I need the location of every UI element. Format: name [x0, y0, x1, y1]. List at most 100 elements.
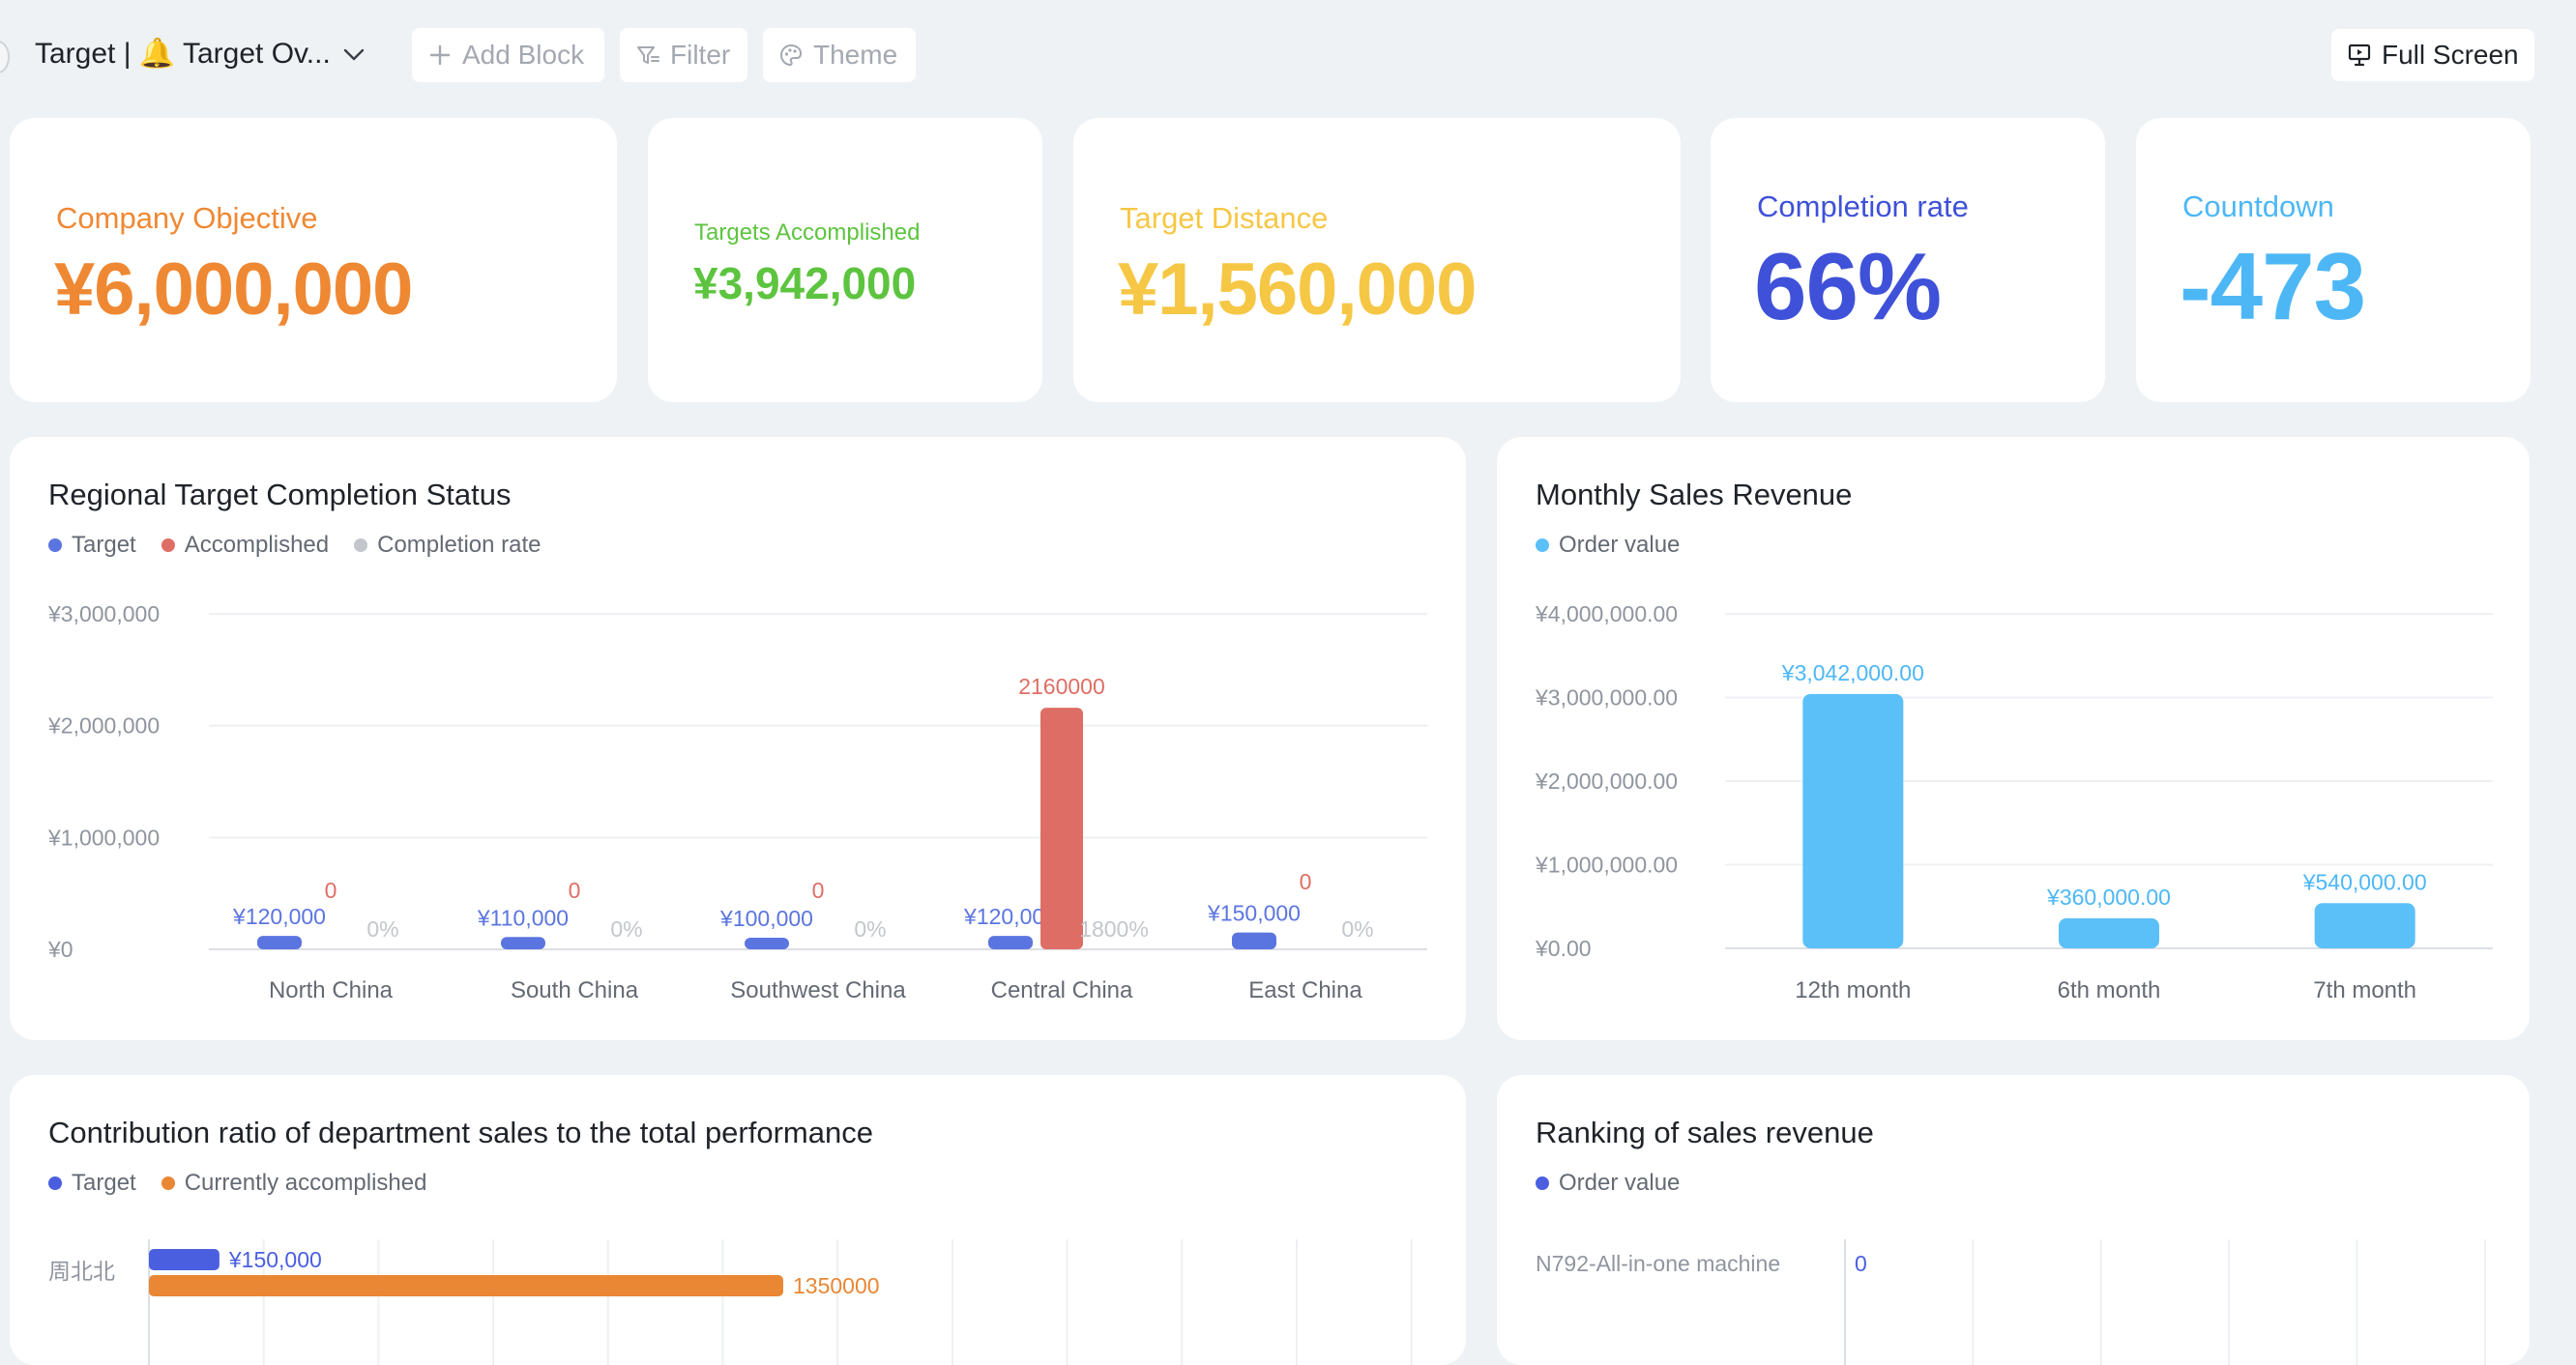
legend-item-accomplished[interactable]: Accomplished [161, 532, 329, 559]
bar-label-order-value: ¥540,000.00 [2302, 869, 2427, 894]
bar-target [988, 936, 1033, 949]
panel-title: Contribution ratio of department sales t… [48, 1116, 873, 1149]
y-tick-label: ¥0.00 [1535, 936, 1592, 961]
monthly-sales-panel[interactable]: Monthly Sales Revenue Order value ¥0.00 ¥… [1497, 437, 2530, 1040]
legend-item-order-value[interactable]: Order value [1536, 1170, 1680, 1197]
legend-dot [161, 1176, 175, 1190]
kpi-label: Countdown [2182, 189, 2334, 223]
x-tick-label: 7th month [2313, 977, 2416, 1003]
filter-icon [637, 46, 659, 64]
bar-target [501, 937, 545, 949]
legend-dot [354, 538, 368, 552]
filter-button[interactable]: Filter [620, 28, 747, 82]
palette-icon [779, 44, 803, 67]
kpi-label: Targets Accomplished [694, 219, 921, 246]
theme-button[interactable]: Theme [763, 28, 916, 82]
kpi-card-completion-rate[interactable]: Completion rate 66% [1711, 118, 2105, 402]
dashboard-title[interactable]: Target | 🔔 Target Ov... [35, 38, 331, 70]
legend-label: Currently accomplished [184, 1170, 427, 1196]
kpi-value: -473 [2180, 233, 2366, 339]
kpi-label: Target Distance [1120, 201, 1329, 235]
bar-label-accomplished: 0 [812, 878, 825, 903]
x-tick-label: East China [1248, 977, 1362, 1003]
legend-dot [48, 538, 62, 552]
legend-dot [48, 1176, 62, 1190]
legend-label: Accomplished [184, 532, 330, 558]
chart-legend: Target Accomplished Completion rate [48, 532, 542, 559]
kpi-card-countdown[interactable]: Countdown -473 [2136, 118, 2531, 402]
chevron-down-icon[interactable] [340, 41, 367, 68]
bar-label-completion-rate: 0% [854, 916, 886, 942]
presentation-icon [2348, 44, 2371, 67]
y-tick-label: ¥0 [47, 937, 73, 962]
y-tick-label: ¥2,000,000.00 [1535, 769, 1678, 794]
kpi-label: Company Objective [56, 201, 318, 235]
filter-label: Filter [670, 40, 731, 70]
x-tick-label: 12th month [1795, 977, 1911, 1003]
bar-label-target: ¥150,000 [1207, 901, 1301, 926]
kpi-label: Completion rate [1757, 189, 1969, 223]
add-block-button[interactable]: Add Block [412, 28, 604, 82]
regional-chart: ¥0 ¥1,000,000 ¥2,000,000 ¥3,000,000 North Ch… [47, 601, 1427, 1003]
avatar[interactable] [0, 41, 10, 73]
full-screen-button[interactable]: Full Screen [2331, 29, 2534, 81]
monthly-chart: ¥0.00 ¥1,000,000.00 ¥2,000,000.00 ¥3,000,00… [1535, 601, 2493, 1003]
kpi-card-company-objective[interactable]: Company Objective ¥6,000,000 [10, 118, 617, 402]
contribution-chart: 周北北 ¥150,000 1350000 [48, 1239, 1413, 1365]
bar-label-order-value: ¥3,042,000.00 [1781, 660, 1924, 685]
bar-label-completion-rate: 0% [610, 916, 642, 942]
x-tick-label: 6th month [2058, 977, 2161, 1003]
panel-title: Regional Target Completion Status [48, 478, 512, 511]
contribution-panel[interactable]: Contribution ratio of department sales t… [10, 1075, 1466, 1365]
legend-label: Target [72, 1170, 136, 1196]
bar-order-value [2059, 917, 2159, 948]
y-tick-label: ¥2,000,000 [47, 713, 160, 739]
legend-item-order-value[interactable]: Order value [1536, 532, 1680, 559]
plus-icon [429, 44, 451, 66]
legend-dot [161, 538, 175, 552]
legend-item-completion-rate[interactable]: Completion rate [354, 532, 542, 559]
legend-dot [1536, 1176, 1549, 1190]
bar-target [1232, 932, 1276, 949]
bar-order-value [1802, 693, 1904, 948]
bar-accomplished [1040, 708, 1083, 949]
bar-label-target: ¥100,000 [719, 906, 813, 931]
kpi-value: ¥3,942,000 [693, 258, 917, 308]
bar-label-accomplished: 0 [325, 878, 337, 903]
y-tick-label: ¥1,000,000.00 [1535, 853, 1678, 878]
y-tick-label: ¥3,000,000 [47, 601, 160, 626]
chart-legend: Order value [1536, 532, 1680, 559]
kpi-card-target-distance[interactable]: Target Distance ¥1,560,000 [1073, 118, 1681, 402]
bar-label-target: ¥120,000 [232, 904, 326, 929]
y-tick-label: N792-All-in-one machine [1536, 1251, 1780, 1276]
bar-target [745, 938, 789, 949]
bar-label-accomplished: 0 [569, 878, 581, 903]
bar-label-currently-accomplished: 1350000 [793, 1273, 880, 1298]
panel-title: Monthly Sales Revenue [1536, 478, 1853, 511]
ranking-panel[interactable]: Ranking of sales revenue Order value N79… [1497, 1075, 2530, 1365]
legend-item-target[interactable]: Target [48, 532, 136, 559]
legend-label: Order value [1559, 1170, 1681, 1196]
bar-currently-accomplished [149, 1275, 783, 1296]
bar-label-target: ¥150,000 [228, 1247, 322, 1272]
panel-title: Ranking of sales revenue [1536, 1116, 1874, 1149]
kpi-card-targets-accomplished[interactable]: Targets Accomplished ¥3,942,000 [648, 118, 1042, 402]
y-tick-label: ¥1,000,000 [47, 825, 160, 850]
y-tick-label: ¥4,000,000.00 [1535, 601, 1678, 626]
chart-legend: Target Currently accomplished [48, 1170, 426, 1197]
legend-item-currently-accomplished[interactable]: Currently accomplished [161, 1170, 427, 1197]
x-tick-label: South China [511, 977, 639, 1003]
regional-completion-panel[interactable]: Regional Target Completion Status Target… [10, 437, 1466, 1040]
bar-label-accomplished: 2160000 [1018, 674, 1105, 699]
bar-label-target: ¥110,000 [477, 905, 569, 930]
bar-label-completion-rate: 0% [1341, 916, 1373, 942]
legend-label: Completion rate [377, 532, 542, 558]
ranking-chart: N792-All-in-one machine 0 [1536, 1239, 2486, 1365]
kpi-value: ¥1,560,000 [1118, 248, 1477, 331]
bar-label-accomplished: 0 [1300, 869, 1312, 894]
x-tick-label: North China [269, 977, 394, 1003]
bar-label-order-value: 0 [1855, 1251, 1867, 1276]
toolbar: Target | 🔔 Target Ov... Add Block Filter… [0, 0, 2576, 112]
legend-item-target[interactable]: Target [48, 1170, 136, 1197]
chart-legend: Order value [1536, 1170, 1680, 1197]
